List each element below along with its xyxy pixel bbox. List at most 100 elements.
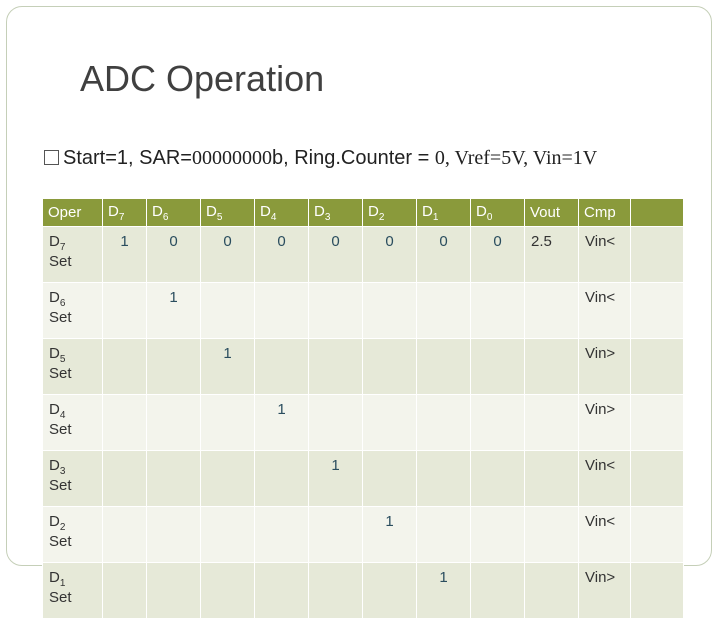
- header-cell: D7: [102, 198, 147, 227]
- cell: [146, 450, 201, 507]
- bullet-text: 00000000: [191, 147, 272, 169]
- slide: ADC Operation Start=1, SAR=00000000b, Ri…: [6, 6, 712, 619]
- label-subscript: 5: [216, 211, 223, 223]
- cell: Vin<: [578, 226, 631, 283]
- cell: 1: [200, 338, 255, 395]
- row-label: D2 Set: [42, 506, 103, 563]
- cell: [362, 394, 417, 451]
- cell: [102, 394, 147, 451]
- label-letter: D: [49, 289, 60, 306]
- header-cell: D2: [362, 198, 417, 227]
- header-cell: D6: [146, 198, 201, 227]
- label-subscript: 6: [162, 211, 169, 223]
- label-subscript: 4: [270, 211, 277, 223]
- header-cell: D1: [416, 198, 471, 227]
- cell: [254, 562, 309, 619]
- bullet-text: b, Ring.Counter =: [271, 147, 435, 169]
- cell: [416, 338, 471, 395]
- cell: [102, 506, 147, 563]
- label-subscript: 4: [59, 410, 66, 421]
- cell: [470, 450, 525, 507]
- cell: [254, 282, 309, 339]
- cell: [308, 338, 363, 395]
- cell: Vin>: [578, 562, 631, 619]
- bullet-text: 0, Vref=5V, Vin=1V: [434, 147, 598, 169]
- label-letter: D: [476, 202, 487, 220]
- cell: 1: [362, 506, 417, 563]
- cell: [630, 338, 684, 395]
- header-cell: Cmp: [578, 198, 631, 227]
- header-cell: D3: [308, 198, 363, 227]
- cell: [146, 506, 201, 563]
- cell: 0: [470, 226, 525, 283]
- cell: [470, 562, 525, 619]
- label-word: Set: [49, 253, 72, 270]
- cell: [362, 562, 417, 619]
- cell: [254, 450, 309, 507]
- label-subscript: 0: [486, 211, 493, 223]
- label-letter: D: [260, 202, 271, 220]
- cell: 0: [146, 226, 201, 283]
- label-subscript: 7: [59, 242, 66, 253]
- cell: [102, 562, 147, 619]
- cell: 1: [102, 226, 147, 283]
- label-letter: D: [108, 202, 119, 220]
- cell: [308, 282, 363, 339]
- cell: [200, 394, 255, 451]
- cell: [470, 506, 525, 563]
- label-letter: D: [49, 233, 60, 250]
- cell: [416, 506, 471, 563]
- cell: [630, 450, 684, 507]
- label-subscript: 7: [118, 211, 125, 223]
- cell: [362, 450, 417, 507]
- bullet: Start=1, SAR=00000000b, Ring.Counter = 0…: [44, 145, 646, 172]
- row-label: D1 Set: [42, 562, 103, 619]
- cell: 0: [416, 226, 471, 283]
- table-row: D4 Set 1 Vin>: [42, 394, 684, 451]
- cell: [416, 394, 471, 451]
- label-word: Set: [49, 589, 72, 606]
- row-label: D5 Set: [42, 338, 103, 395]
- cell: [200, 506, 255, 563]
- cell: [308, 394, 363, 451]
- header-cell: D4: [254, 198, 309, 227]
- label-subscript: 1: [59, 578, 66, 589]
- header-cell: Vout: [524, 198, 579, 227]
- label-subscript: 2: [378, 211, 385, 223]
- cell: [524, 394, 579, 451]
- cell: [470, 338, 525, 395]
- table-row: D2 Set 1 Vin<: [42, 506, 684, 563]
- label-word: Set: [49, 477, 72, 494]
- cell: [630, 226, 684, 283]
- cell: Vin<: [578, 506, 631, 563]
- cell: [524, 282, 579, 339]
- header-cell: D5: [200, 198, 255, 227]
- label-subscript: 3: [324, 211, 331, 223]
- cell: [630, 282, 684, 339]
- header-cell: Oper: [42, 198, 103, 227]
- label-letter: D: [49, 457, 60, 474]
- cell: [630, 562, 684, 619]
- row-label: D7 Set: [42, 226, 103, 283]
- label-subscript: 1: [432, 211, 439, 223]
- cell: [362, 338, 417, 395]
- cell: [630, 394, 684, 451]
- cell: [416, 282, 471, 339]
- cell: [416, 450, 471, 507]
- label-subscript: 2: [59, 522, 66, 533]
- cell: [470, 394, 525, 451]
- cell: 0: [254, 226, 309, 283]
- table: Oper D7 D6 D5 D4 D3 D2 D1 D0 Vout Cmp D7 Set 1 0 0 0 0 0 0…: [42, 198, 684, 619]
- table-row: D6 Set 1 Vin<: [42, 282, 684, 339]
- row-label: D4 Set: [42, 394, 103, 451]
- cell: [524, 506, 579, 563]
- cell: [524, 562, 579, 619]
- cell: [146, 394, 201, 451]
- cell: [200, 562, 255, 619]
- cell: [470, 282, 525, 339]
- label-subscript: 3: [59, 466, 66, 477]
- label-letter: D: [422, 202, 433, 220]
- bullet-box: [44, 150, 59, 165]
- label-letter: D: [206, 202, 217, 220]
- label-word: Set: [49, 533, 72, 550]
